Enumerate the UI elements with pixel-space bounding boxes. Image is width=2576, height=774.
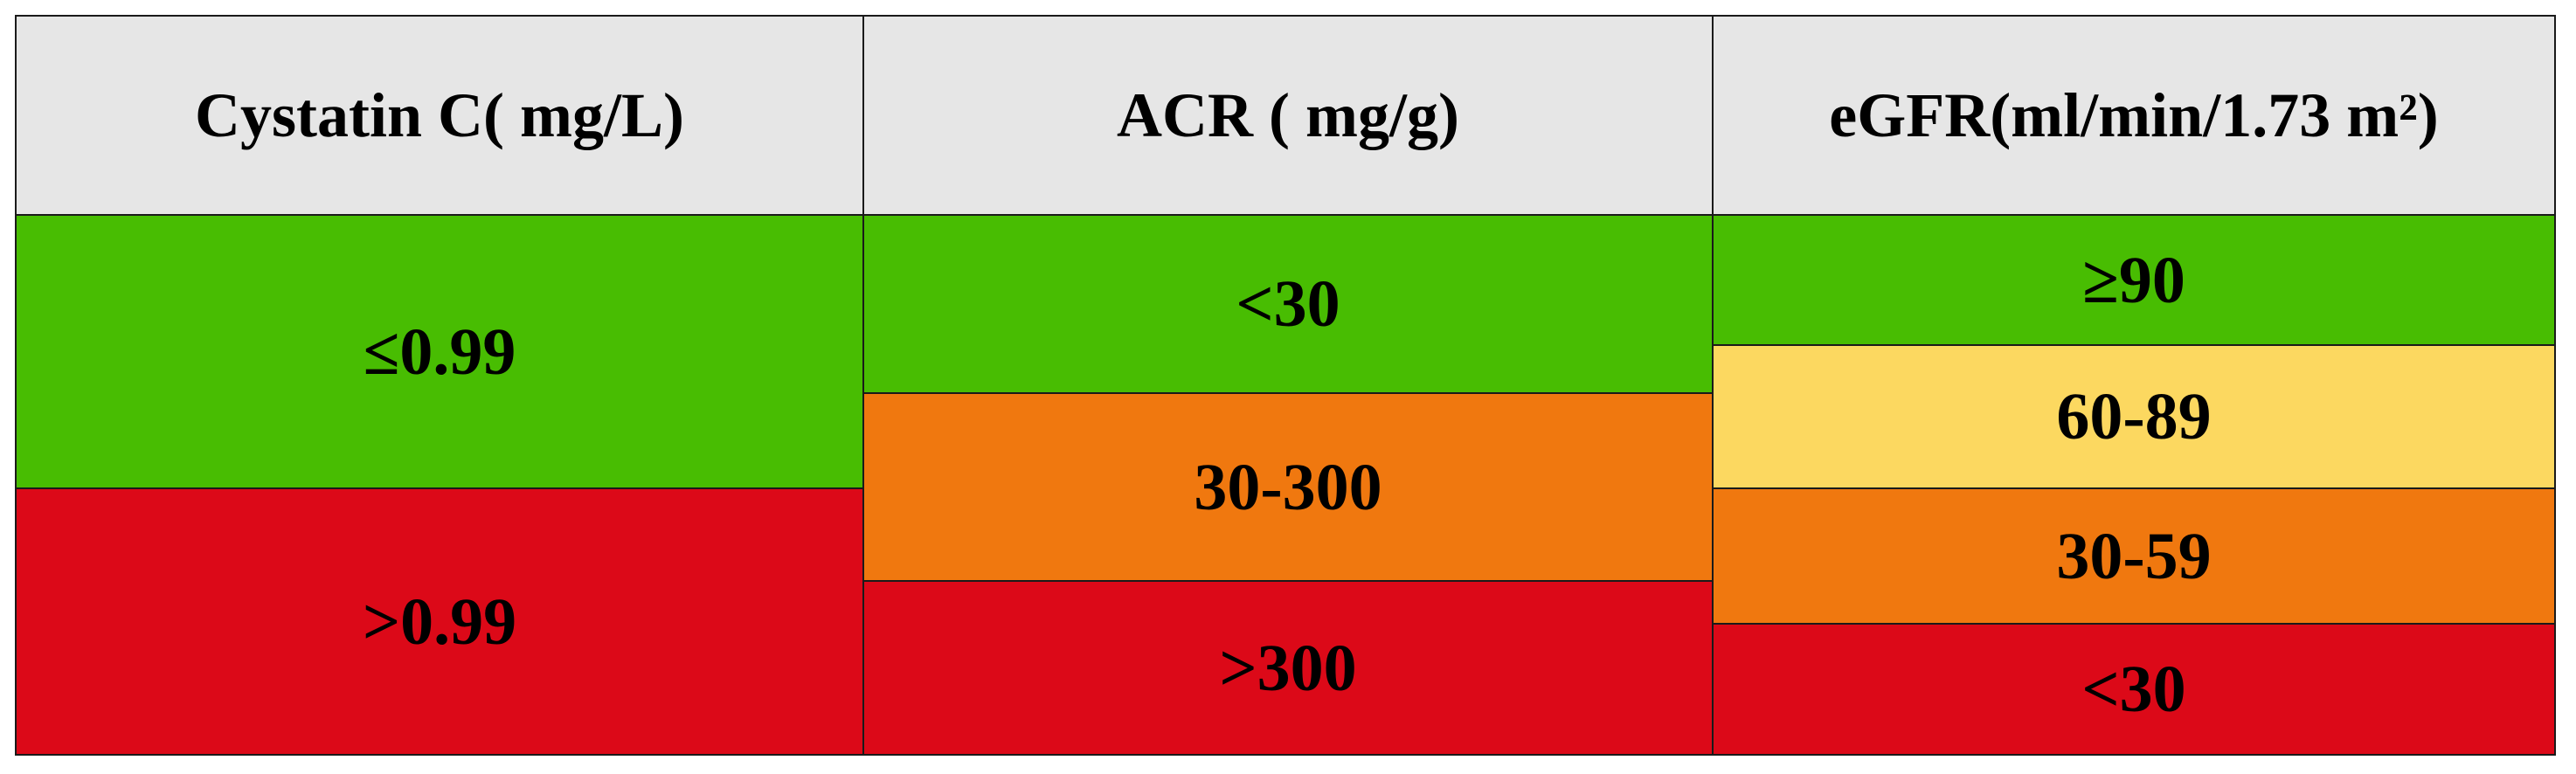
cystatin-c-header: Cystatin C( mg/L) — [15, 15, 864, 216]
acr-column: ACR ( mg/g) <30 30-300 >300 — [864, 15, 1714, 756]
acr-header: ACR ( mg/g) — [864, 15, 1714, 216]
egfr-column: eGFR(ml/min/1.73 m²) ≥90 60-89 30-59 <30 — [1714, 15, 2556, 756]
egfr-moderate-cell: 30-59 — [1714, 489, 2556, 625]
risk-category-table: Cystatin C( mg/L) ≤0.99 >0.99 ACR ( mg/g… — [15, 15, 2556, 756]
acr-moderate-cell: 30-300 — [864, 394, 1714, 582]
egfr-header: eGFR(ml/min/1.73 m²) — [1714, 15, 2556, 216]
cystatin-c-normal-cell: ≤0.99 — [15, 216, 864, 489]
acr-normal-cell: <30 — [864, 216, 1714, 394]
cystatin-c-column: Cystatin C( mg/L) ≤0.99 >0.99 — [15, 15, 864, 756]
egfr-normal-cell: ≥90 — [1714, 216, 2556, 346]
egfr-severe-cell: <30 — [1714, 625, 2556, 756]
egfr-mild-cell: 60-89 — [1714, 346, 2556, 489]
cystatin-c-elevated-cell: >0.99 — [15, 489, 864, 756]
acr-severe-cell: >300 — [864, 582, 1714, 756]
